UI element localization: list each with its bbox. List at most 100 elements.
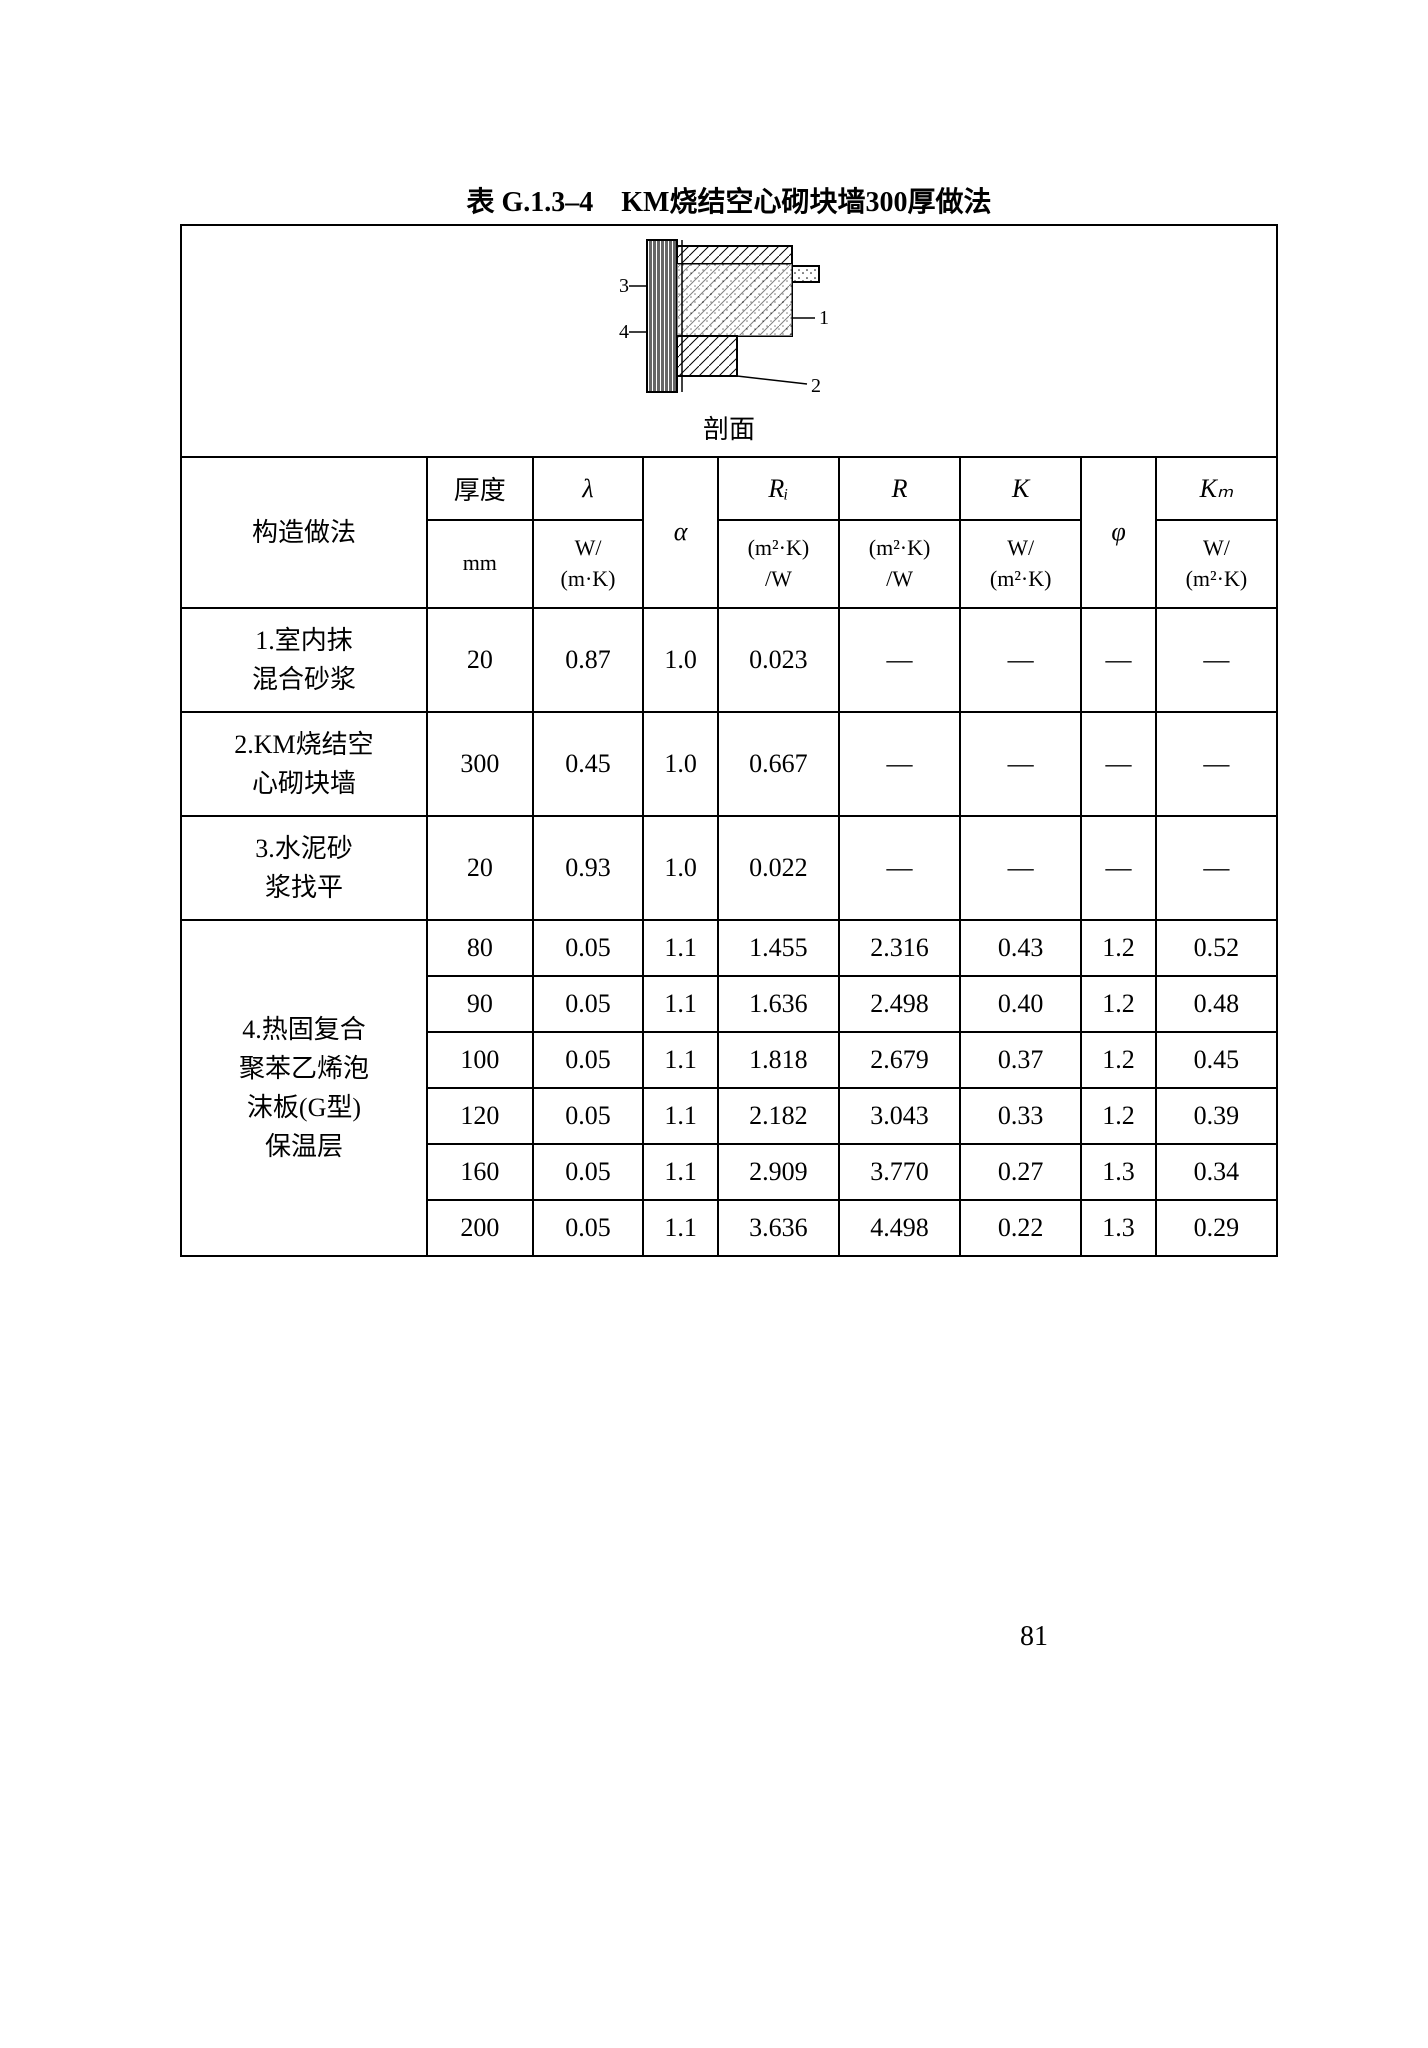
cell: 2.909 bbox=[718, 1144, 839, 1200]
header-r-unit: (m²·K)/W bbox=[839, 520, 960, 608]
cell: 0.023 bbox=[718, 608, 839, 712]
cell: 1.0 bbox=[643, 712, 718, 816]
cell: 1.0 bbox=[643, 608, 718, 712]
cell: — bbox=[1081, 816, 1156, 920]
cell: — bbox=[1081, 608, 1156, 712]
cell: 1.1 bbox=[643, 1032, 718, 1088]
page-number: 81 bbox=[1020, 1621, 1048, 1653]
data-table: 3 4 1 2 剖面 构造做法 厚度 λ α Rᵢ R K φ bbox=[180, 224, 1278, 1257]
cell: 1.1 bbox=[643, 1088, 718, 1144]
header-k: K bbox=[960, 457, 1081, 520]
svg-text:2: 2 bbox=[811, 375, 821, 396]
cell: 4.498 bbox=[839, 1200, 960, 1256]
table-row: 3.水泥砂浆找平 20 0.93 1.0 0.022 — — — — bbox=[181, 816, 1277, 920]
cell: 0.43 bbox=[960, 920, 1081, 976]
row-name: 2.KM烧结空心砌块墙 bbox=[181, 712, 427, 816]
cell: — bbox=[960, 712, 1081, 816]
row-name: 3.水泥砂浆找平 bbox=[181, 816, 427, 920]
svg-text:1: 1 bbox=[819, 307, 829, 329]
cell: 1.3 bbox=[1081, 1144, 1156, 1200]
cell: 80 bbox=[427, 920, 533, 976]
cell: 2.679 bbox=[839, 1032, 960, 1088]
svg-text:3: 3 bbox=[619, 275, 629, 297]
cell: 3.043 bbox=[839, 1088, 960, 1144]
header-construct: 构造做法 bbox=[181, 457, 427, 608]
cell: 0.45 bbox=[533, 712, 644, 816]
cell: 3.770 bbox=[839, 1144, 960, 1200]
header-r: R bbox=[839, 457, 960, 520]
cell: — bbox=[1156, 608, 1277, 712]
section-diagram: 3 4 1 2 bbox=[589, 236, 869, 403]
cell: 100 bbox=[427, 1032, 533, 1088]
cell: 1.818 bbox=[718, 1032, 839, 1088]
cell: 1.1 bbox=[643, 1144, 718, 1200]
cell: 1.455 bbox=[718, 920, 839, 976]
cell: — bbox=[960, 816, 1081, 920]
cell: 2.498 bbox=[839, 976, 960, 1032]
cell: — bbox=[839, 712, 960, 816]
cell: 2.182 bbox=[718, 1088, 839, 1144]
cell: 0.667 bbox=[718, 712, 839, 816]
row-name: 1.室内抹混合砂浆 bbox=[181, 608, 427, 712]
cell: 0.05 bbox=[533, 1144, 644, 1200]
cell: — bbox=[960, 608, 1081, 712]
cell: 0.34 bbox=[1156, 1144, 1277, 1200]
diagram-cell: 3 4 1 2 剖面 bbox=[181, 225, 1277, 457]
cell: 0.93 bbox=[533, 816, 644, 920]
cell: — bbox=[1156, 816, 1277, 920]
header-lambda: λ bbox=[533, 457, 644, 520]
cell: 0.05 bbox=[533, 920, 644, 976]
diagram-caption: 剖面 bbox=[192, 409, 1266, 446]
cell: 0.87 bbox=[533, 608, 644, 712]
row4-name: 4.热固复合聚苯乙烯泡沫板(G型)保温层 bbox=[181, 920, 427, 1256]
cell: 0.29 bbox=[1156, 1200, 1277, 1256]
cell: 200 bbox=[427, 1200, 533, 1256]
svg-text:4: 4 bbox=[619, 321, 629, 343]
cell: 0.37 bbox=[960, 1032, 1081, 1088]
cell: — bbox=[1156, 712, 1277, 816]
table-row: 4.热固复合聚苯乙烯泡沫板(G型)保温层 80 0.05 1.1 1.455 2… bbox=[181, 920, 1277, 976]
header-alpha: α bbox=[643, 457, 718, 608]
cell: 120 bbox=[427, 1088, 533, 1144]
cell: 0.05 bbox=[533, 1088, 644, 1144]
cell: 1.2 bbox=[1081, 1088, 1156, 1144]
header-ri-unit: (m²·K)/W bbox=[718, 520, 839, 608]
table-title: 表 G.1.3–4 KM烧结空心砌块墙300厚做法 bbox=[180, 180, 1278, 220]
cell: 0.33 bbox=[960, 1088, 1081, 1144]
cell: 3.636 bbox=[718, 1200, 839, 1256]
header-thickness-unit: mm bbox=[427, 520, 533, 608]
cell: 0.05 bbox=[533, 976, 644, 1032]
cell: 90 bbox=[427, 976, 533, 1032]
cell: 0.40 bbox=[960, 976, 1081, 1032]
cell: 1.1 bbox=[643, 1200, 718, 1256]
header-ri: Rᵢ bbox=[718, 457, 839, 520]
header-k-unit: W/(m²·K) bbox=[960, 520, 1081, 608]
cell: 0.22 bbox=[960, 1200, 1081, 1256]
table-row: 2.KM烧结空心砌块墙 300 0.45 1.0 0.667 — — — — bbox=[181, 712, 1277, 816]
cell: 1.2 bbox=[1081, 1032, 1156, 1088]
cell: 160 bbox=[427, 1144, 533, 1200]
cell: 0.022 bbox=[718, 816, 839, 920]
cell: 0.27 bbox=[960, 1144, 1081, 1200]
cell: — bbox=[839, 816, 960, 920]
cell: 1.3 bbox=[1081, 1200, 1156, 1256]
cell: — bbox=[839, 608, 960, 712]
cell: 1.1 bbox=[643, 976, 718, 1032]
header-phi: φ bbox=[1081, 457, 1156, 608]
cell: 1.1 bbox=[643, 920, 718, 976]
cell: 20 bbox=[427, 608, 533, 712]
cell: 0.39 bbox=[1156, 1088, 1277, 1144]
header-km: Kₘ bbox=[1156, 457, 1277, 520]
cell: 300 bbox=[427, 712, 533, 816]
cell: 0.45 bbox=[1156, 1032, 1277, 1088]
cell: 0.05 bbox=[533, 1200, 644, 1256]
header-km-unit: W/(m²·K) bbox=[1156, 520, 1277, 608]
cell: 1.0 bbox=[643, 816, 718, 920]
cell: 1.636 bbox=[718, 976, 839, 1032]
header-thickness: 厚度 bbox=[427, 457, 533, 520]
cell: — bbox=[1081, 712, 1156, 816]
cell: 2.316 bbox=[839, 920, 960, 976]
cell: 0.48 bbox=[1156, 976, 1277, 1032]
table-row: 1.室内抹混合砂浆 20 0.87 1.0 0.023 — — — — bbox=[181, 608, 1277, 712]
cell: 1.2 bbox=[1081, 920, 1156, 976]
